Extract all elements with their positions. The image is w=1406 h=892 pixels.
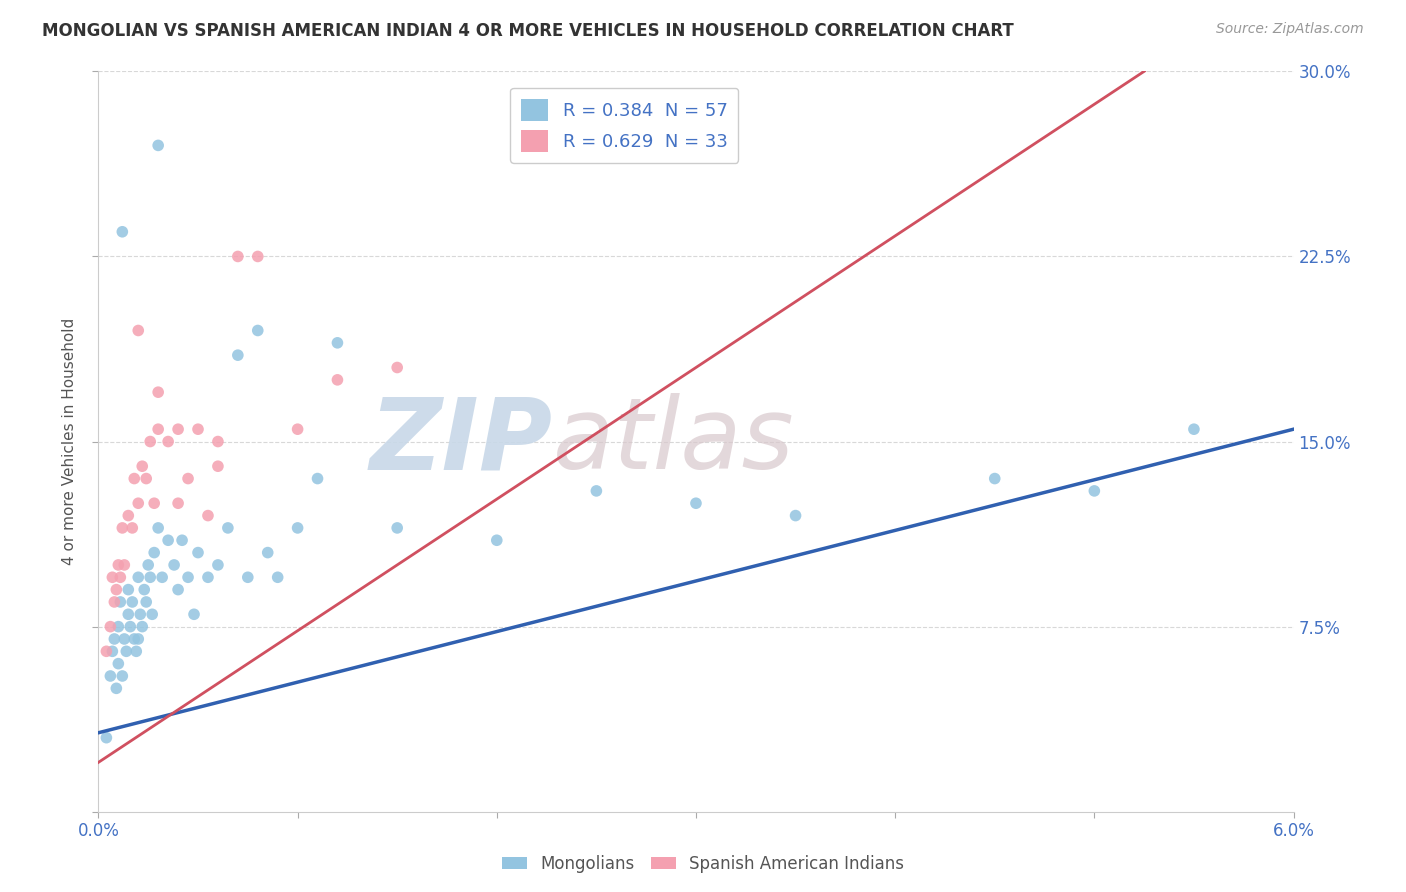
Point <box>207 434 229 449</box>
Point <box>172 533 194 548</box>
Point <box>139 570 162 584</box>
Point <box>148 138 170 153</box>
Point <box>105 681 128 696</box>
Point <box>167 496 190 510</box>
Point <box>125 644 148 658</box>
Point <box>157 434 180 449</box>
Point <box>385 360 409 375</box>
Point <box>143 545 166 560</box>
Legend: R = 0.384  N = 57, R = 0.629  N = 33: R = 0.384 N = 57, R = 0.629 N = 33 <box>510 87 738 162</box>
Point <box>143 496 166 510</box>
Point <box>148 385 170 400</box>
Point <box>127 570 149 584</box>
Point <box>96 644 118 658</box>
Point <box>107 619 129 633</box>
Point <box>307 471 329 485</box>
Point <box>98 669 122 683</box>
Point <box>187 545 209 560</box>
Point <box>111 669 134 683</box>
Point <box>183 607 205 622</box>
Point <box>785 508 807 523</box>
Point <box>117 607 139 622</box>
Point <box>1182 422 1205 436</box>
Point <box>167 422 190 436</box>
Point <box>197 508 219 523</box>
Text: MONGOLIAN VS SPANISH AMERICAN INDIAN 4 OR MORE VEHICLES IN HOUSEHOLD CORRELATION: MONGOLIAN VS SPANISH AMERICAN INDIAN 4 O… <box>42 22 1014 40</box>
Point <box>121 521 143 535</box>
Point <box>111 521 134 535</box>
Point <box>485 533 508 548</box>
Point <box>112 558 135 572</box>
Point <box>139 434 162 449</box>
Text: ZIP: ZIP <box>370 393 553 490</box>
Point <box>197 570 219 584</box>
Point <box>326 335 349 350</box>
Point <box>115 644 138 658</box>
Point <box>1083 483 1105 498</box>
Point <box>120 619 142 633</box>
Point <box>226 348 249 362</box>
Point <box>207 558 229 572</box>
Point <box>110 595 132 609</box>
Point <box>127 324 149 338</box>
Point <box>135 595 157 609</box>
Point <box>134 582 156 597</box>
Point <box>121 595 143 609</box>
Point <box>127 496 149 510</box>
Text: atlas: atlas <box>553 393 794 490</box>
Point <box>117 508 139 523</box>
Point <box>385 521 409 535</box>
Point <box>111 225 134 239</box>
Point <box>136 558 159 572</box>
Point <box>585 483 607 498</box>
Point <box>148 521 170 535</box>
Point <box>157 533 180 548</box>
Point <box>96 731 118 745</box>
Point <box>236 570 259 584</box>
Point <box>112 632 135 646</box>
Point <box>177 570 200 584</box>
Point <box>226 250 249 264</box>
Point <box>110 570 132 584</box>
Point <box>287 521 309 535</box>
Point <box>127 632 149 646</box>
Point <box>187 422 209 436</box>
Point <box>129 607 152 622</box>
Point <box>167 582 190 597</box>
Point <box>131 619 153 633</box>
Point <box>150 570 173 584</box>
Point <box>98 619 122 633</box>
Point <box>148 422 170 436</box>
Point <box>101 570 124 584</box>
Point <box>107 558 129 572</box>
Point <box>105 582 128 597</box>
Point <box>107 657 129 671</box>
Legend: Mongolians, Spanish American Indians: Mongolians, Spanish American Indians <box>495 848 911 880</box>
Point <box>141 607 163 622</box>
Point <box>256 545 278 560</box>
Text: Source: ZipAtlas.com: Source: ZipAtlas.com <box>1216 22 1364 37</box>
Point <box>287 422 309 436</box>
Point <box>267 570 290 584</box>
Point <box>135 471 157 485</box>
Point <box>246 250 269 264</box>
Point <box>326 373 349 387</box>
Point <box>103 595 125 609</box>
Point <box>246 324 269 338</box>
Point <box>131 459 153 474</box>
Point <box>101 644 124 658</box>
Point <box>177 471 200 485</box>
Point <box>124 632 146 646</box>
Point <box>207 459 229 474</box>
Point <box>217 521 239 535</box>
Point <box>685 496 707 510</box>
Point <box>124 471 146 485</box>
Y-axis label: 4 or more Vehicles in Household: 4 or more Vehicles in Household <box>62 318 77 566</box>
Point <box>984 471 1007 485</box>
Point <box>103 632 125 646</box>
Point <box>117 582 139 597</box>
Point <box>163 558 186 572</box>
